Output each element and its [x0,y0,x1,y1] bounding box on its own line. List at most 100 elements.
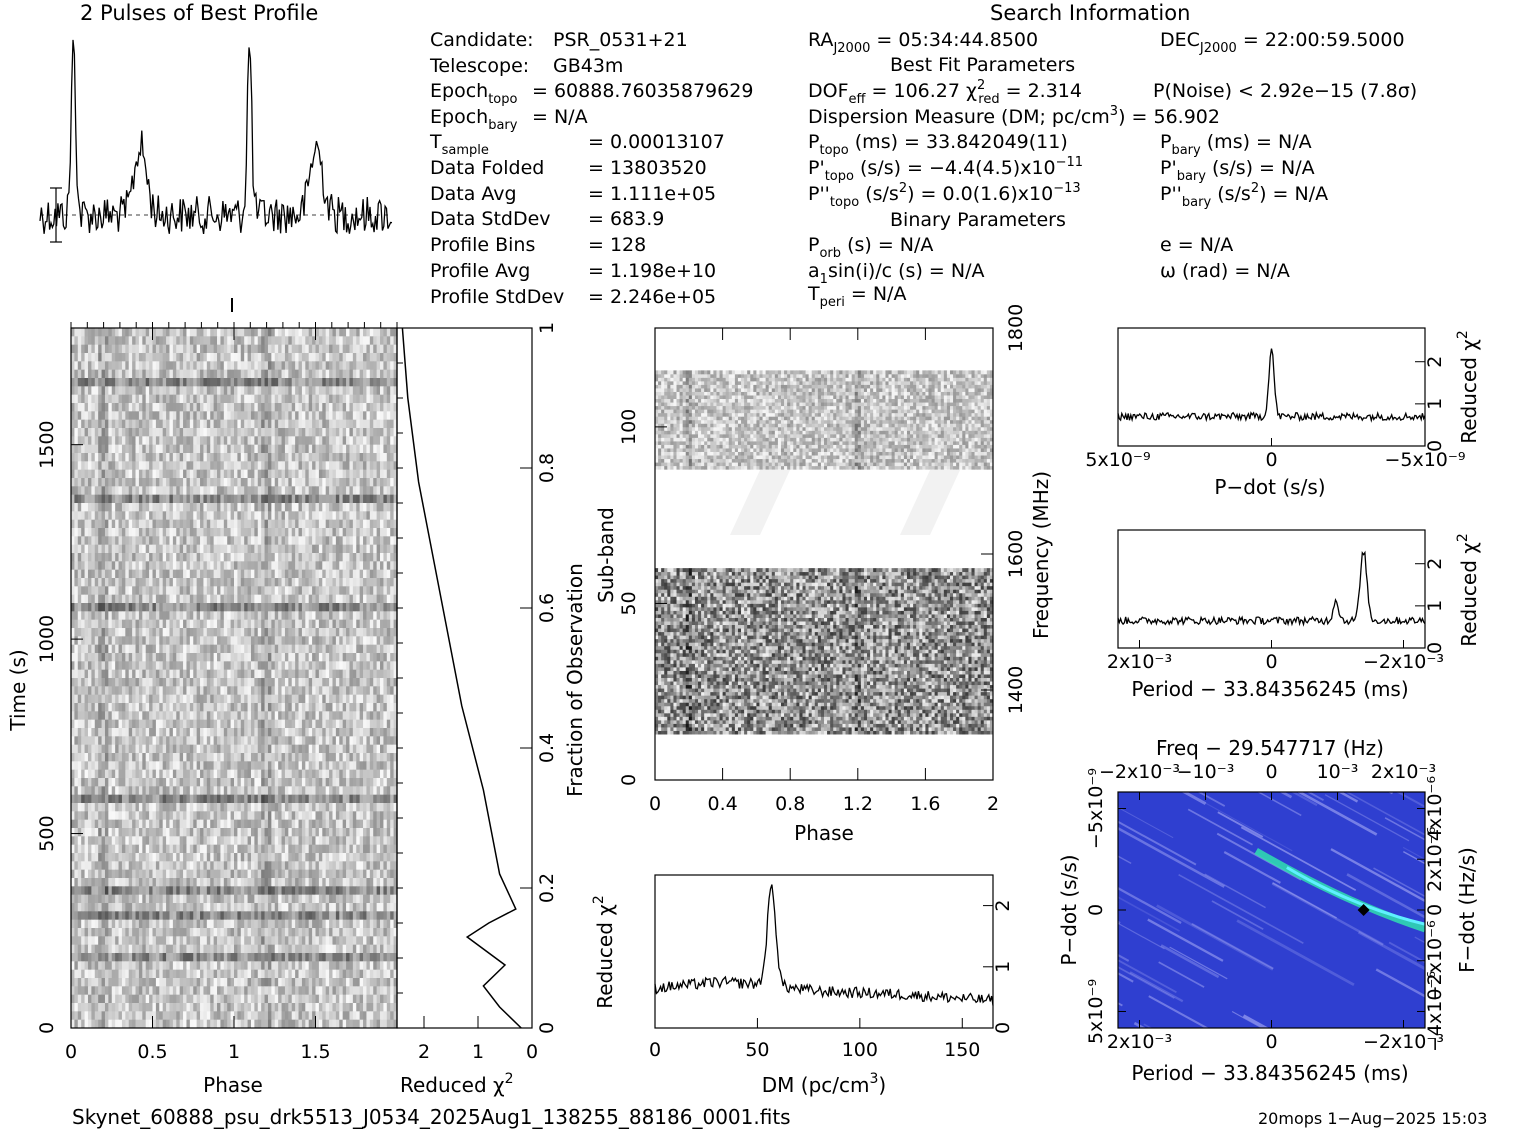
time-phase-cell [152,561,157,571]
time-phase-cell [230,653,235,662]
time-phase-cell [261,336,265,346]
time-phase-cell [172,686,177,696]
time-phase-cell [111,444,116,454]
time-phase-cell [227,511,232,521]
time-phase-cell [206,553,211,562]
time-phase-cell [108,611,113,621]
time-phase-cell [101,403,106,412]
time-phase-cell [244,336,248,346]
time-phase-cell [94,661,99,671]
time-phase-cell [295,544,299,554]
time-phase-cell [271,436,276,446]
time-phase-cell [128,611,133,621]
time-phase-cell [322,536,327,546]
time-phase-cell [312,503,316,512]
time-phase-cell [149,394,153,404]
time-phase-cell [125,453,130,462]
time-phase-cell [91,744,96,754]
time-phase-cell [380,561,384,571]
time-phase-cell [373,744,378,754]
time-phase-cell [383,503,388,512]
time-phase-cell [298,419,303,429]
time-phase-cell [332,494,337,504]
time-phase-cell [71,344,75,354]
time-phase-cell [376,711,381,721]
time-phase-cell [369,394,374,404]
time-phase-cell [329,378,333,387]
time-phase-cell [332,603,337,612]
time-phase-cell [169,336,174,346]
time-phase-cell [271,586,276,596]
time-phase-cell [101,553,106,562]
time-phase-cell [332,661,337,671]
time-phase-cell [318,553,323,562]
time-phase-cell [383,653,388,662]
time-phase-cell [125,636,130,646]
time-phase-cell [128,436,133,446]
time-phase-cell [264,569,269,579]
time-phase-cell [210,494,215,504]
time-phase-cell [318,736,323,746]
time-phase-cell [193,444,198,454]
time-phase-cell [390,486,395,496]
time-phase-cell [203,444,208,454]
time-phase-cell [373,328,378,337]
time-phase-cell [179,403,184,412]
time-phase-cell [94,569,99,579]
time-phase-cell [312,553,316,562]
time-phase-cell [142,386,147,396]
time-phase-cell [346,419,350,429]
time-phase-cell [183,678,187,687]
time-phase-cell [332,753,337,762]
time-phase-cell [288,386,293,396]
time-phase-cell [179,611,184,621]
time-phase-cell [373,594,378,604]
time-phase-cell [108,736,113,746]
time-phase-cell [217,419,221,429]
time-phase-cell [261,344,265,354]
time-phase-cell [335,444,340,454]
time-phase-cell [206,661,211,671]
time-phase-cell [264,561,269,571]
time-phase-cell [101,528,106,537]
time-phase-cell [237,711,242,721]
time-phase-cell [278,361,282,371]
time-phase-cell [363,653,367,662]
time-phase-cell [196,336,201,346]
time-phase-cell [298,494,303,504]
time-phase-cell [295,486,299,496]
time-phase-cell [250,528,255,537]
time-phase-cell [312,394,316,404]
time-phase-cell [149,578,153,587]
time-phase-cell [138,744,143,754]
time-phase-cell [200,711,204,721]
time-phase-cell [179,503,184,512]
time-phase-cell [240,719,245,729]
time-phase-cell [254,403,259,412]
time-phase-cell [244,586,248,596]
time-phase-cell [149,469,153,479]
time-phase-cell [363,628,367,637]
time-phase-cell [98,703,102,712]
time-phase-cell [193,419,198,429]
time-phase-cell [349,686,354,696]
time-phase-cell [84,403,89,412]
time-phase-cell [87,569,92,579]
time-phase-cell [318,461,323,471]
time-phase-cell [329,478,333,487]
time-phase-cell [274,736,279,746]
time-phase-cell [305,619,310,629]
time-phase-cell [386,428,391,437]
time-phase-cell [179,419,184,429]
time-phase-cell [346,361,350,371]
time-phase-cell [213,653,218,662]
time-phase-cell [261,736,265,746]
time-phase-cell [237,653,242,662]
time-phase-cell [318,378,323,387]
time-phase-cell [325,428,330,437]
time-phase-cell [234,503,238,512]
time-phase-cell [264,478,269,487]
time-phase-cell [373,419,378,429]
time-phase-cell [247,669,252,679]
time-phase-cell [390,711,395,721]
